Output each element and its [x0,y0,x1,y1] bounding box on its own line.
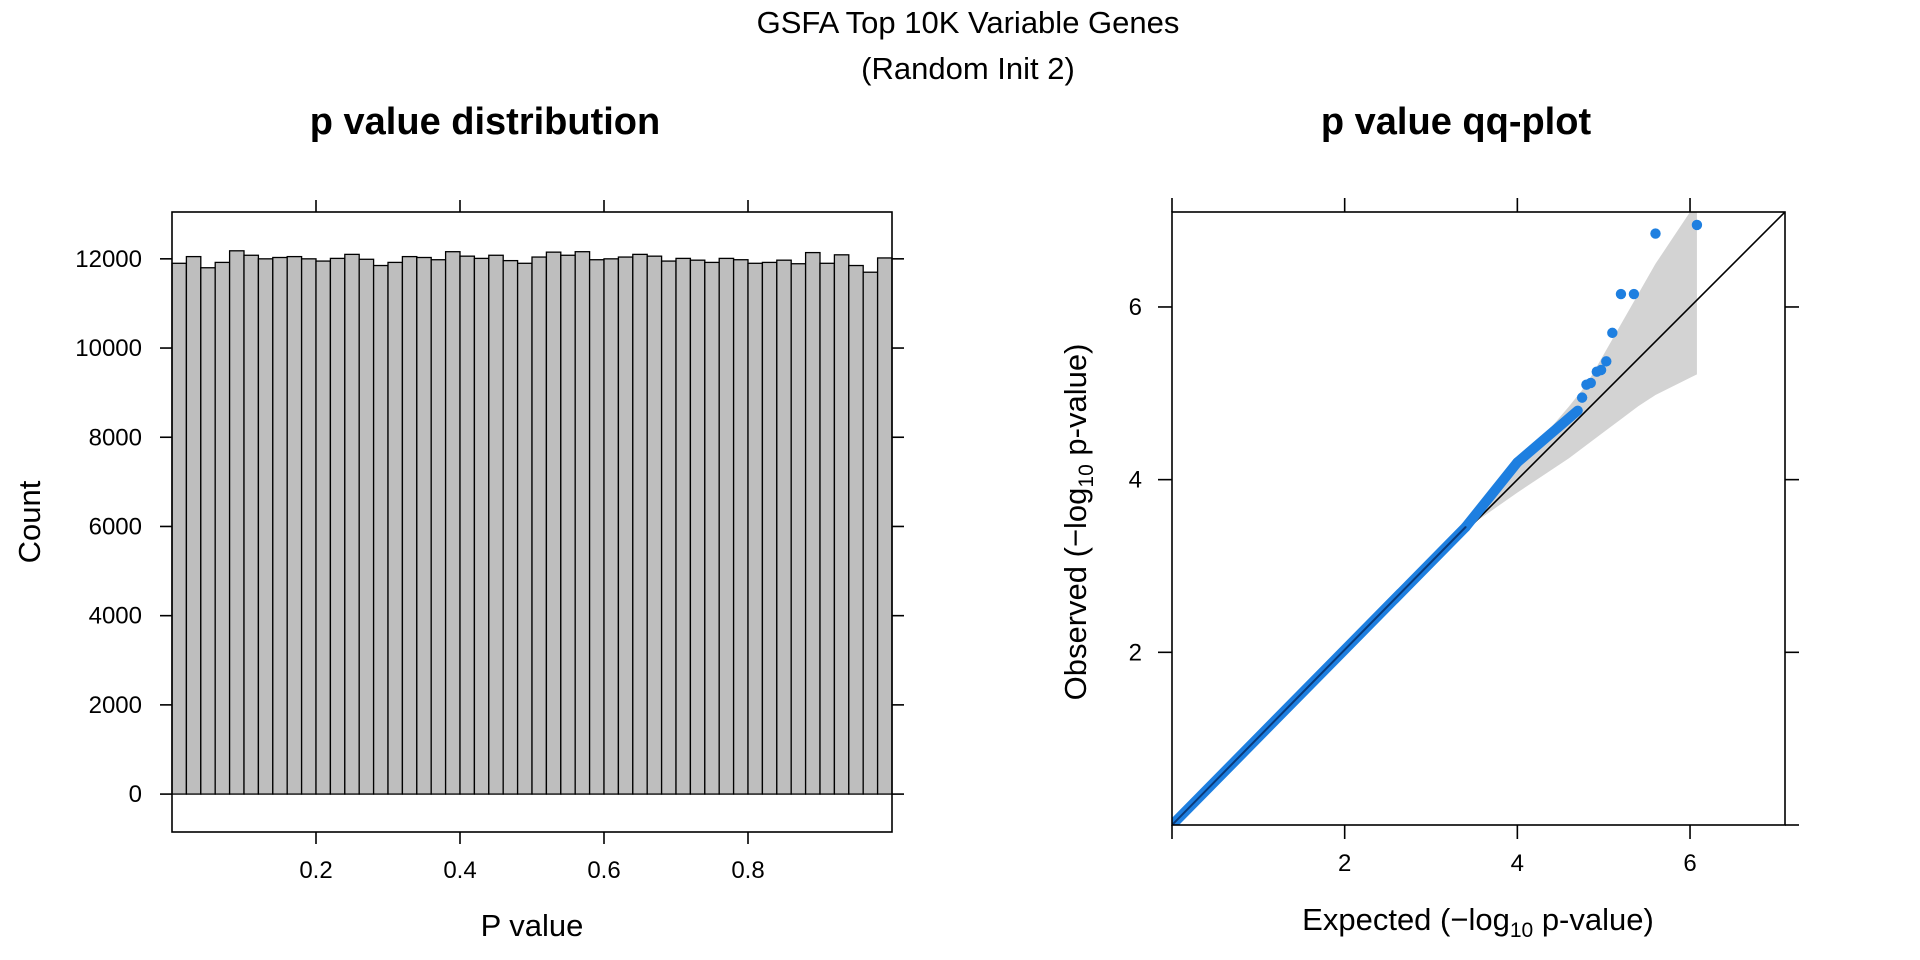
qq-y-axis-label: Observed (−log10 p-value) [1058,344,1098,701]
histogram-x-axis-label: P value [481,908,584,943]
histogram-ticks: 0.2 0.4 0.6 0.8 0 2000 4000 6000 8000 10000 12000 [75,200,904,884]
figure-title-line1: GSFA Top 10K Variable Genes [757,5,1180,40]
histogram-bar [430,259,447,795]
histogram-bar [444,251,461,795]
qq-x-tick-label: 4 [1511,850,1524,877]
histogram-y-tick-label: 2000 [89,692,142,719]
histogram-bar [632,253,648,795]
histogram-bars [171,250,893,795]
histogram-bar [574,251,591,795]
qq-point [1601,356,1612,367]
histogram-bar [214,261,231,795]
qq-dense-segment [1460,457,1523,533]
qq-y-tick-label: 6 [1129,294,1142,321]
qq-point [1585,377,1596,389]
qq-dense-points [1172,405,1583,825]
histogram-y-tick-label: 10000 [75,335,142,362]
histogram-bar [833,254,850,795]
qq-point [1615,288,1627,300]
histogram-x-tick-label: 0.8 [731,857,764,884]
histogram-y-tick-label: 0 [129,781,142,808]
histogram-bar [286,255,303,795]
histogram-x-tick-label: 0.2 [299,857,332,884]
histogram-bar [372,264,389,795]
qq-plot-frame [1171,211,1786,826]
qq-point [1650,228,1661,239]
histogram-bar [747,262,764,795]
histogram-bar [876,257,893,795]
histogram-bar [272,256,288,795]
histogram-bar [603,258,620,795]
histogram-title: p value distribution [310,101,660,143]
qq-y-tick-label: 4 [1129,467,1142,494]
histogram-bar [502,259,519,795]
histogram-bar [531,256,548,795]
histogram-bar [344,253,360,795]
histogram-bar [387,261,404,795]
histogram-bar [401,255,418,795]
histogram-bar [315,260,332,795]
histogram-y-tick-label: 6000 [89,513,142,540]
histogram-bar [704,261,720,795]
qq-x-axis-label: Expected (−log10 p-value) [1302,902,1654,942]
histogram-bar [516,262,533,795]
histogram-bar [689,259,706,795]
qq-point [1607,327,1618,339]
qq-points [1576,219,1703,403]
histogram-bar [228,250,245,795]
histogram-bar [488,254,504,795]
histogram-y-tick-label: 12000 [75,246,142,273]
histogram-bar [617,256,634,795]
qq-dense-core [1172,526,1467,825]
histogram-bar [300,258,317,795]
histogram-y-tick-label: 4000 [89,603,142,630]
histogram-bar [675,257,692,795]
histogram-bar [185,255,202,795]
qq-panel: p value qq-plot 2 4 6 2 4 6 Expected (−log10 … [1058,101,1799,942]
qq-y-tick-label: 2 [1129,639,1142,666]
histogram-bar [732,259,749,795]
histogram-bar [790,263,807,795]
histogram-bar [560,254,576,795]
histogram-bar [761,261,778,795]
qq-point [1576,392,1588,403]
histogram-bar [862,271,879,795]
qq-x-tick-label: 2 [1338,850,1351,877]
histogram-bar [459,255,476,795]
histogram-x-tick-label: 0.4 [443,857,476,884]
histogram-bar [257,258,274,795]
histogram-y-axis-label: Count [12,480,47,563]
qq-x-tick-label: 6 [1683,850,1696,877]
histogram-bar [416,256,432,795]
histogram-panel: p value distribution 0.2 0.4 0.6 0.8 0 2000 40… [12,101,904,943]
qq-point [1691,219,1703,231]
histogram-bar [718,257,735,795]
histogram-x-tick-label: 0.6 [587,857,620,884]
histogram-y-tick-label: 8000 [89,424,142,451]
histogram-bar [660,260,677,795]
histogram-bar [804,251,821,795]
qq-point [1595,364,1607,376]
qq-title: p value qq-plot [1321,101,1592,143]
histogram-bar [545,251,562,795]
histogram-bar [473,257,490,795]
histogram-bar [171,262,188,795]
histogram-bar [358,258,375,795]
qq-point [1628,288,1640,300]
figure-title-line2: (Random Init 2) [861,51,1075,86]
histogram-bar [776,259,792,795]
histogram-bar [243,254,260,795]
qq-ticks: 2 4 6 2 4 6 [1129,198,1799,877]
histogram-plot-frame [171,211,893,833]
qq-dense-segment [1512,405,1583,468]
histogram-bar [646,255,663,795]
histogram-bar [588,259,605,795]
histogram-bar [329,257,346,795]
histogram-bar [200,267,216,795]
histogram-bar [848,264,864,795]
qq-confidence-band [1474,212,1697,523]
histogram-bar [819,262,836,795]
